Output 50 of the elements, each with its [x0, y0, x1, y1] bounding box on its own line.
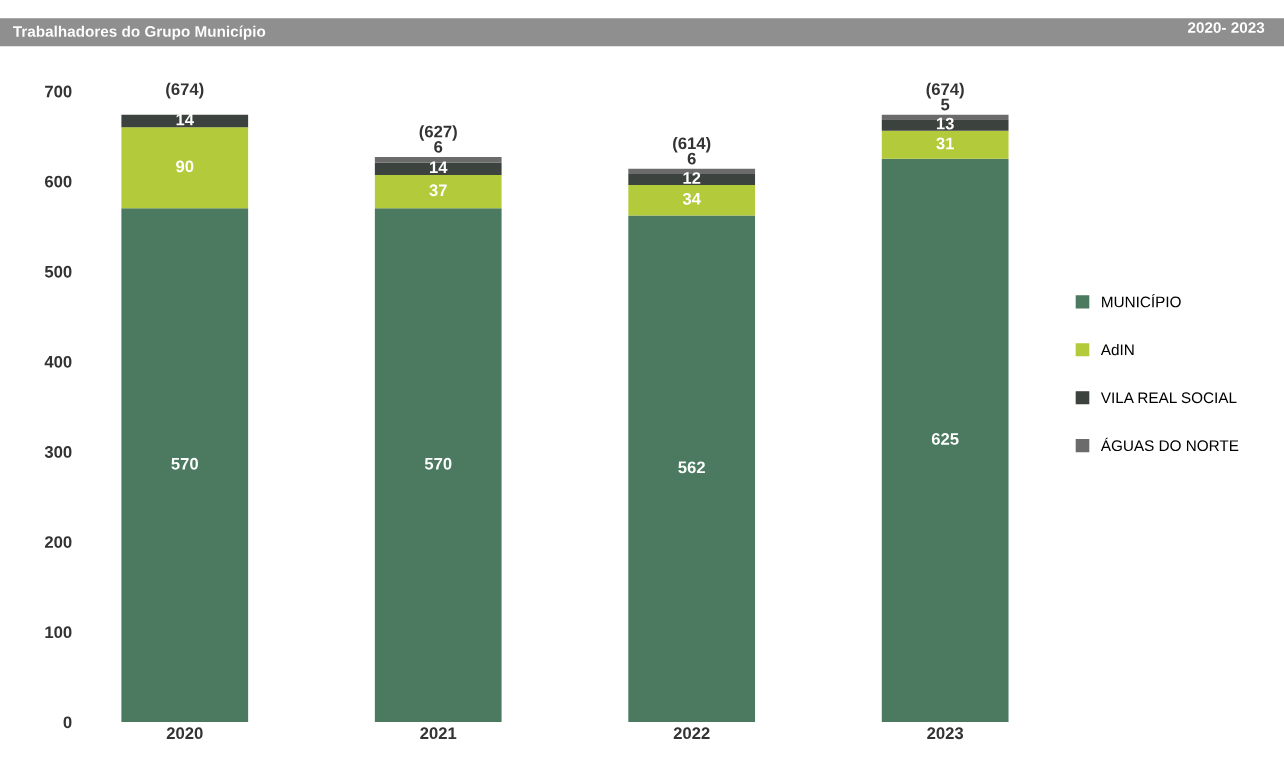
- y-tick-label: 600: [44, 175, 72, 188]
- bar: [628, 174, 756, 185]
- data-label: 13: [936, 117, 954, 130]
- bar: [881, 119, 1009, 131]
- data-label: 5: [941, 98, 950, 111]
- bar: [374, 156, 502, 163]
- y-tick-label: 100: [45, 626, 72, 639]
- data-label: 570: [424, 457, 452, 470]
- bar: [628, 184, 756, 216]
- y-tick-label: 500: [44, 265, 72, 278]
- bar: [374, 175, 502, 209]
- chart-title: Trabalhadores do Grupo Município: [13, 25, 266, 40]
- data-label: 34: [682, 192, 701, 205]
- data-label: 90: [176, 160, 194, 173]
- bar: [881, 158, 1009, 722]
- y-tick-label: 200: [44, 536, 72, 548]
- y-tick-label: 700: [45, 85, 72, 98]
- data-label: 6: [434, 140, 443, 153]
- legend-label: ÁGUAS DO NORTE: [1100, 437, 1239, 452]
- x-tick-label: 2021: [420, 727, 457, 740]
- total-label: (627): [419, 125, 457, 141]
- data-label: 570: [171, 457, 198, 470]
- data-label: 31: [936, 137, 954, 150]
- data-label: 12: [683, 172, 701, 184]
- data-label: 6: [687, 152, 696, 165]
- bar: [121, 127, 249, 209]
- y-tick-label: 0: [63, 716, 72, 729]
- total-label: (674): [926, 82, 964, 99]
- data-label: 37: [429, 184, 447, 197]
- data-label: 14: [176, 113, 194, 126]
- bar: [374, 208, 502, 722]
- bar: [121, 114, 249, 128]
- text: 2020- 2023: [1187, 22, 1265, 33]
- data-label: 625: [931, 433, 959, 445]
- bar: [374, 162, 502, 176]
- y-tick-label: 400: [44, 355, 72, 368]
- bar: [121, 208, 249, 722]
- x-tick-label: 2020: [166, 727, 203, 740]
- bar: [881, 130, 1009, 159]
- data-label: 14: [430, 161, 448, 174]
- data-label: 562: [678, 461, 705, 474]
- total-label: (674): [166, 82, 204, 99]
- legend-label: AdIN: [1100, 344, 1134, 356]
- total-label: (614): [673, 136, 711, 153]
- bar: [628, 215, 756, 722]
- legend-label: VILA REAL SOCIAL: [1100, 392, 1237, 404]
- legend-label: MUNICÍPIO: [1102, 293, 1181, 308]
- x-tick-label: 2023: [927, 727, 964, 740]
- y-tick-label: 300: [44, 446, 72, 458]
- x-tick-label: 2022: [673, 727, 710, 740]
